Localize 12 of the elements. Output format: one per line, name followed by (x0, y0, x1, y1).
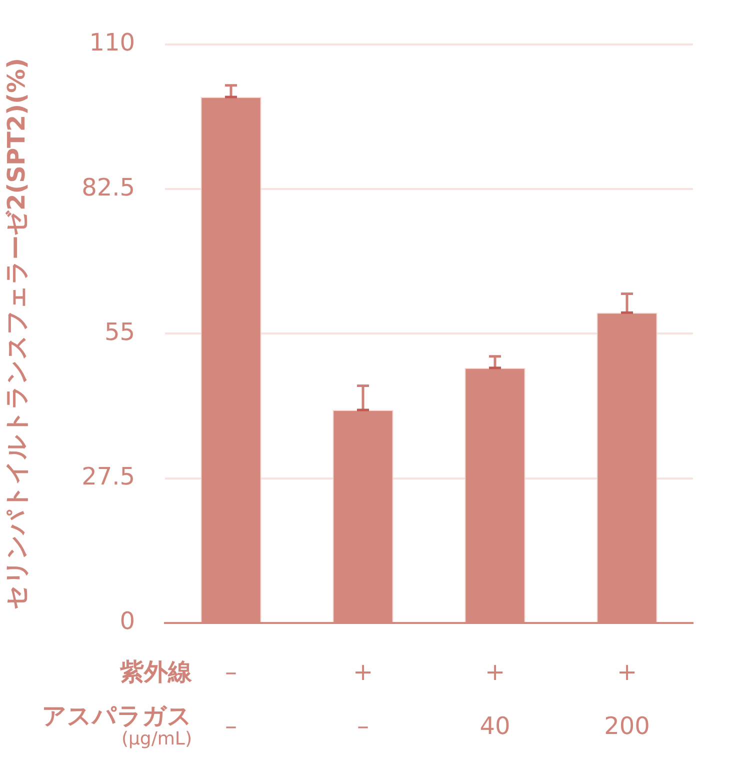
x-tick-label: + 40 (480, 658, 510, 740)
y-axis-title: セリンパトイルトランスフェラーゼ2(SPT2)(%) (2, 58, 31, 610)
x-tick-label: + – (352, 658, 374, 740)
y-tick-label: 0 (120, 607, 135, 636)
y-tick-label: 110 (89, 28, 135, 57)
y-tick-label: 55 (104, 318, 135, 346)
y-tick-label: 27.5 (82, 462, 135, 491)
text: アスパラガス (µg/mL) (42, 702, 192, 750)
x-tick-label: – – (225, 658, 237, 740)
y-tick-label: 82.5 (82, 173, 135, 202)
x-tick-label: + 200 (604, 658, 650, 740)
text: 紫外線 (119, 658, 193, 686)
